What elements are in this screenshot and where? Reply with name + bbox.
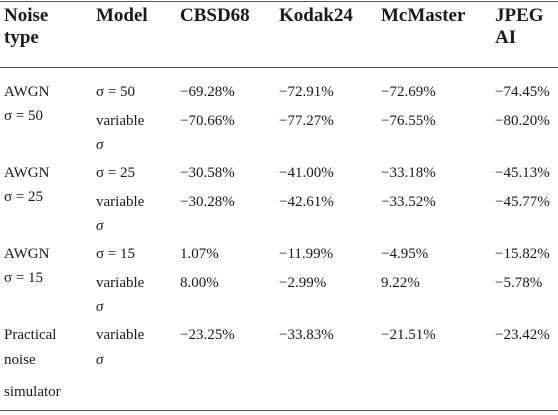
noise-type-line: AWGN: [4, 165, 50, 181]
value-kodak24: −41.00%: [279, 165, 334, 181]
value-mcmaster: 9.22%: [381, 275, 420, 291]
model-cell: σ = 25: [96, 165, 136, 181]
top-rule: [0, 1, 558, 2]
header-noise-type-line2: type: [4, 27, 39, 48]
header-cbsd68: CBSD68: [180, 5, 250, 26]
model-line: variable: [96, 194, 145, 210]
value-mcmaster: −33.18%: [381, 165, 436, 181]
value-cbsd68: −23.25%: [180, 327, 235, 343]
value-kodak24: −42.61%: [279, 194, 334, 210]
value-kodak24: −33.83%: [279, 327, 334, 343]
model-line: variable: [96, 113, 145, 129]
model-line: σ: [96, 299, 104, 315]
value-mcmaster: −33.52%: [381, 194, 436, 210]
value-cbsd68: −69.28%: [180, 84, 235, 100]
noise-type-line: σ = 15: [4, 270, 44, 286]
model-cell: σ = 50: [96, 84, 136, 100]
noise-type-line: AWGN: [4, 246, 50, 262]
noise-type-line: noise: [4, 352, 36, 368]
value-jpegai: −45.77%: [495, 194, 550, 210]
value-mcmaster: −76.55%: [381, 113, 436, 129]
model-line: variable: [96, 327, 145, 343]
model-cell: variable σ: [96, 190, 144, 238]
model-cell: σ = 15: [96, 246, 136, 262]
noise-type-line: AWGN: [4, 84, 50, 100]
noise-type-line: simulator: [4, 384, 61, 400]
model-line: σ: [96, 218, 104, 234]
bottom-rule: [0, 410, 558, 411]
value-jpegai: −45.13%: [495, 165, 550, 181]
noise-type-cell: AWGN σ = 50: [4, 80, 49, 128]
model-line: σ: [96, 137, 104, 153]
noise-type-cell: AWGN σ = 15: [4, 242, 49, 290]
header-model: Model: [96, 5, 148, 26]
header-rule: [0, 67, 558, 68]
value-kodak24: −2.99%: [279, 275, 327, 291]
header-noise-type-line1: Noise: [4, 5, 49, 26]
value-mcmaster: −21.51%: [381, 327, 436, 343]
model-cell: variable σ: [96, 109, 144, 157]
value-jpegai: −5.78%: [495, 275, 543, 291]
value-mcmaster: −72.69%: [381, 84, 436, 100]
value-cbsd68: −30.58%: [180, 165, 235, 181]
noise-type-cell: Practical noise simulator: [4, 323, 61, 405]
value-kodak24: −11.99%: [279, 246, 334, 262]
value-kodak24: −77.27%: [279, 113, 334, 129]
value-jpegai: −74.45%: [495, 84, 550, 100]
header-jpegai-line2: AI: [495, 27, 517, 48]
noise-type-line: σ = 25: [4, 189, 44, 205]
header-jpegai-line1: JPEG: [495, 5, 544, 26]
header-kodak24: Kodak24: [279, 5, 353, 26]
model-line: σ: [96, 352, 104, 368]
value-cbsd68: −70.66%: [180, 113, 235, 129]
model-cell: variable σ: [96, 271, 144, 319]
value-kodak24: −72.91%: [279, 84, 334, 100]
value-mcmaster: −4.95%: [381, 246, 429, 262]
header-jpegai: JPEG AI: [495, 5, 544, 49]
noise-type-line: Practical: [4, 327, 57, 343]
value-jpegai: −23.42%: [495, 327, 550, 343]
noise-type-line: σ = 50: [4, 108, 44, 124]
header-noise-type: Noise type: [4, 5, 48, 49]
value-cbsd68: −30.28%: [180, 194, 235, 210]
noise-type-cell: AWGN σ = 25: [4, 161, 49, 209]
model-line: variable: [96, 275, 145, 291]
value-jpegai: −80.20%: [495, 113, 550, 129]
value-cbsd68: 1.07%: [180, 246, 219, 262]
value-jpegai: −15.82%: [495, 246, 550, 262]
model-cell: variable σ: [96, 323, 144, 373]
header-mcmaster: McMaster: [381, 5, 466, 26]
value-cbsd68: 8.00%: [180, 275, 219, 291]
